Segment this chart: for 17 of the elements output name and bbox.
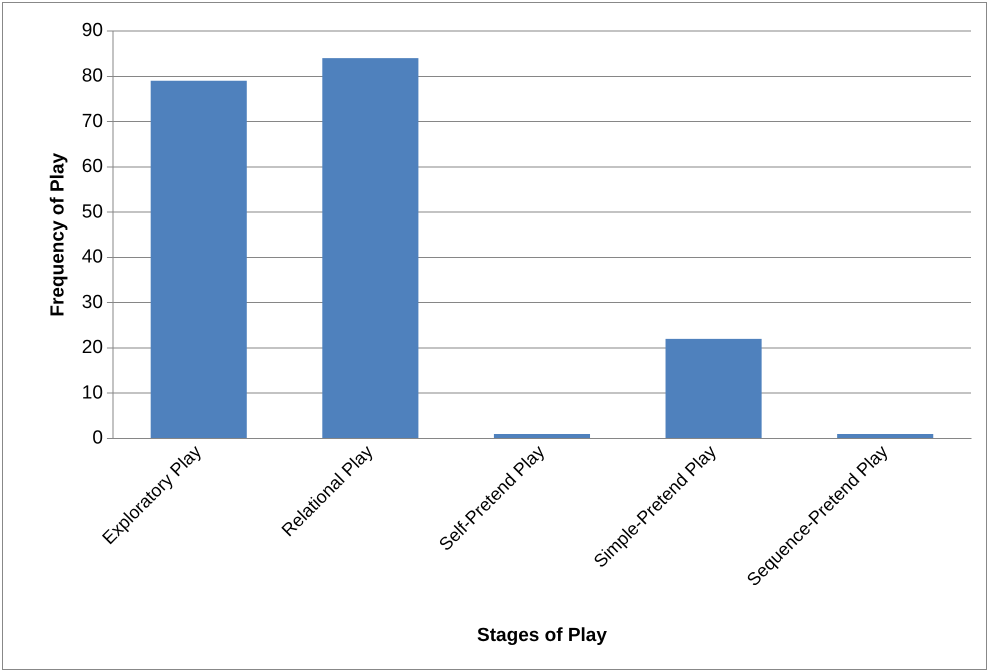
- y-tick-label: 70: [82, 110, 103, 132]
- y-axis-title: Frequency of Play: [48, 152, 69, 317]
- x-axis-title: Stages of Play: [477, 624, 608, 646]
- bar: [494, 434, 590, 438]
- y-tick-label: 90: [82, 20, 103, 42]
- y-tick-label: 20: [82, 337, 103, 358]
- y-tick-label: 10: [82, 382, 103, 404]
- bar: [322, 58, 418, 438]
- y-tick-label: 80: [82, 66, 103, 87]
- bar: [666, 338, 762, 438]
- y-tick-label: 60: [82, 156, 103, 178]
- y-tick-label: 50: [82, 201, 103, 222]
- bar: [837, 434, 934, 438]
- bar: [150, 80, 247, 438]
- y-tick-label: 0: [92, 428, 103, 449]
- y-tick-label: 40: [82, 246, 103, 268]
- y-tick-label: 30: [82, 292, 103, 313]
